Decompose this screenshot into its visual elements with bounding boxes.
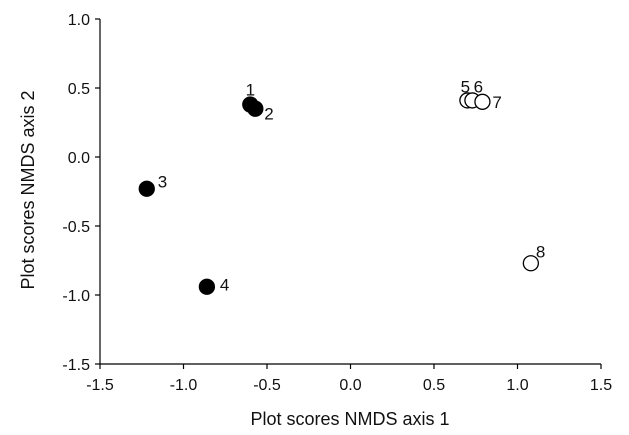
y-tick-label: -1.5 — [62, 357, 90, 374]
point-labels: 12 3 4 5 67 8 — [158, 77, 546, 294]
x-tick-label: 1.5 — [590, 377, 612, 394]
x-tick-label: -1.0 — [170, 377, 198, 394]
x-tick-label: -1.5 — [86, 377, 114, 394]
y-tick-label: -0.5 — [62, 219, 90, 236]
y-axis-title: Plot scores NMDS axis 2 — [18, 90, 38, 289]
y-tick-label: -1.0 — [62, 288, 90, 305]
point-label-4: 4 — [220, 276, 229, 295]
data-point-3 — [138, 180, 155, 197]
point-label-2: 2 — [264, 105, 273, 124]
point-label-7: 7 — [492, 93, 501, 112]
data-point-7 — [474, 93, 491, 110]
axes — [99, 19, 601, 365]
point-label-3: 3 — [158, 173, 167, 192]
x-tick-label: 0.5 — [423, 377, 445, 394]
y-tick-label: 1.0 — [68, 12, 90, 29]
data-points — [138, 92, 540, 295]
x-tick-label: 1.0 — [506, 377, 528, 394]
point-label-5: 5 — [461, 77, 470, 96]
data-point-2 — [247, 100, 264, 117]
data-point-8 — [522, 255, 540, 272]
point-label-1: 1 — [246, 81, 255, 100]
y-tick-label: 0.0 — [68, 150, 90, 167]
x-tick-label: 0.0 — [339, 377, 361, 394]
data-point-4 — [198, 278, 216, 295]
y-tick-label: 0.5 — [68, 81, 90, 98]
x-axis-title: Plot scores NMDS axis 1 — [250, 409, 449, 429]
x-tick-label: -0.5 — [253, 377, 281, 394]
point-label-6: 6 — [474, 77, 483, 96]
point-label-8: 8 — [536, 242, 545, 261]
ticks: -1.5 -1.0 -0.5 0.0 0.5 1.0 1.5 -1.5 -1.0 -0.5 0.0 0… — [62, 12, 612, 394]
